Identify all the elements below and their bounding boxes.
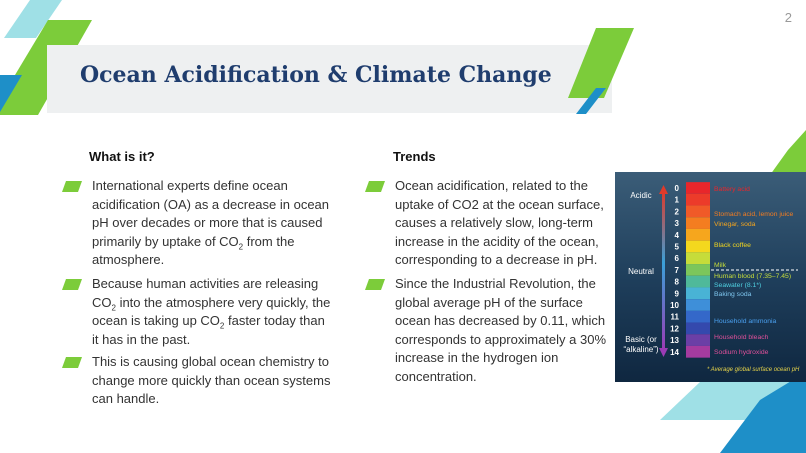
ph-color-band xyxy=(686,310,710,323)
ph-number: 11 xyxy=(671,313,680,322)
ph-color-band xyxy=(686,345,710,358)
ph-number: 3 xyxy=(675,219,680,228)
slide-title: Ocean Acidification & Climate Change xyxy=(80,62,552,88)
ph-number: 6 xyxy=(675,254,680,263)
ph-color-band xyxy=(686,322,710,335)
text-run: 2 xyxy=(238,242,244,252)
ph-color-band xyxy=(686,334,710,346)
substance-label: Vinegar, soda xyxy=(714,221,756,228)
ph-color-band xyxy=(686,264,710,276)
bullet-text: Because human activities are releasing C… xyxy=(92,275,332,349)
ph-number: 4 xyxy=(675,231,680,240)
ph-number: 9 xyxy=(675,289,680,298)
ph-number: 5 xyxy=(675,243,680,252)
ph-number: 14 xyxy=(670,348,679,357)
text-run: International experts define ocean acidi… xyxy=(92,178,330,249)
text-run: Ocean acidification, related to the upta… xyxy=(395,178,604,268)
ph-number: 2 xyxy=(675,207,680,216)
substance-label: Black coffee xyxy=(714,242,751,249)
ph-number: 1 xyxy=(675,196,680,205)
ph-color-band xyxy=(686,287,710,300)
ph-number: 0 xyxy=(675,184,680,193)
text-run: 2 xyxy=(111,303,116,313)
ph-color-band xyxy=(686,275,710,288)
ph-color-band xyxy=(686,205,710,218)
text-run: faster today than it has in the past. xyxy=(92,313,325,347)
column-heading: Trends xyxy=(393,149,436,164)
text-run: into the atmosphere very quickly, the oc… xyxy=(92,294,331,329)
ph-number: 7 xyxy=(675,266,680,275)
ph-number: 13 xyxy=(670,336,679,345)
footnote: * Average global surface ocean pH xyxy=(707,367,800,373)
substance-label: Seawater (8.1*) xyxy=(714,282,761,289)
bullet-icon xyxy=(365,277,385,290)
bullet-text: Ocean acidification, related to the upta… xyxy=(395,177,611,270)
bullet-icon xyxy=(62,179,82,192)
substance-label: Baking soda xyxy=(714,291,752,298)
side-label: “alkaline”) xyxy=(623,345,658,354)
text-run: Since the Industrial Revolution, the glo… xyxy=(395,276,607,384)
ph-number: 12 xyxy=(670,324,679,333)
page-number: 2 xyxy=(784,10,792,25)
substance-label: Milk xyxy=(714,262,727,269)
text-run: 2 xyxy=(219,321,225,331)
ph-color-band xyxy=(686,182,710,194)
ph-number: 8 xyxy=(675,278,680,287)
substance-label: Battery acid xyxy=(714,186,750,193)
ph-color-band xyxy=(686,299,710,311)
bullet-text: This is causing global ocean chemistry t… xyxy=(92,353,332,409)
side-label: Basic (or xyxy=(625,335,657,344)
ph-color-band xyxy=(686,240,710,253)
bullet-icon xyxy=(365,179,385,192)
substance-label: Human blood (7.35–7.45) xyxy=(714,273,791,280)
text-run: This is causing global ocean chemistry t… xyxy=(92,354,331,407)
ph-color-band xyxy=(686,228,710,241)
bullet-text: Since the Industrial Revolution, the glo… xyxy=(395,275,611,387)
substance-label: Household ammonia xyxy=(714,318,777,325)
ph-color-band xyxy=(686,193,710,206)
column-heading: What is it? xyxy=(89,149,155,164)
bullet-icon xyxy=(62,277,82,290)
ph-number: 10 xyxy=(670,301,679,310)
side-label: Acidic xyxy=(630,191,651,200)
bullet-text: International experts define ocean acidi… xyxy=(92,177,332,270)
substance-label: Sodium hydroxide xyxy=(714,349,769,356)
text-run: Because human activities are releasing C… xyxy=(92,276,319,310)
substance-label: Household bleach xyxy=(714,334,769,341)
ph-color-band xyxy=(686,252,710,265)
bullet-icon xyxy=(62,355,82,368)
substance-label: Stomach acid, lemon juice xyxy=(714,211,794,218)
ph-color-band xyxy=(686,217,710,229)
text-run: from the atmosphere. xyxy=(92,233,295,268)
side-label: Neutral xyxy=(628,267,654,276)
